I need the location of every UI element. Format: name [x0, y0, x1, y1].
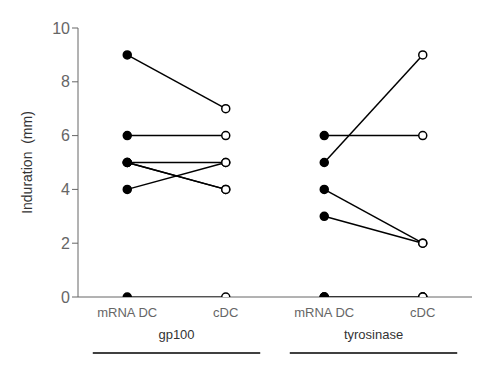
svg-text:mRNA DC: mRNA DC [294, 305, 354, 320]
svg-text:mRNA DC: mRNA DC [97, 305, 157, 320]
svg-text:4: 4 [61, 181, 70, 198]
svg-text:tyrosinase: tyrosinase [344, 327, 403, 342]
svg-text:Induration (mm): Induration (mm) [19, 111, 35, 214]
svg-text:10: 10 [52, 20, 70, 37]
svg-text:0: 0 [61, 289, 70, 306]
svg-text:2: 2 [61, 235, 70, 252]
svg-text:cDC: cDC [410, 305, 435, 320]
svg-text:8: 8 [61, 73, 70, 90]
svg-text:6: 6 [61, 127, 70, 144]
svg-text:cDC: cDC [213, 305, 238, 320]
svg-text:gp100: gp100 [158, 327, 194, 342]
